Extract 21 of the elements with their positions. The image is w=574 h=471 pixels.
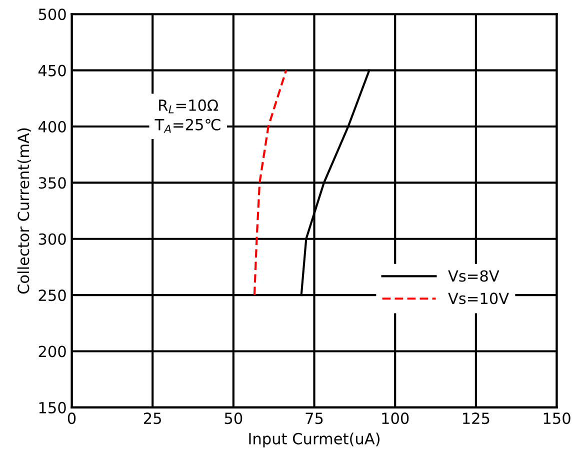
y-tick-label: 150: [39, 402, 66, 414]
legend-label: Vs=8V: [448, 270, 500, 282]
x-axis-title: Input Curmet(uA): [249, 432, 380, 448]
x-tick-label: 75: [306, 412, 323, 424]
x-tick-label: 125: [463, 412, 490, 424]
line-series: [253, 69, 288, 296]
x-tick-label: 50: [224, 412, 242, 424]
x-tick-label: 25: [144, 412, 161, 424]
y-tick-label: 300: [38, 233, 66, 245]
y-axis-title: Collector Current(mA): [17, 128, 32, 294]
y-tick-label: 250: [38, 290, 66, 302]
legend-label: Vs=10V: [448, 292, 509, 304]
x-tick-label: 0: [68, 412, 76, 424]
y-tick-label: 450: [38, 64, 66, 76]
y-tick-label: 500: [38, 8, 66, 20]
x-tick-label: 150: [544, 412, 570, 424]
y-tick-label: 350: [38, 177, 66, 189]
annotation: R$_{L}$=10Ω T$_{A}$=25℃: [154, 99, 220, 133]
y-tick-label: 400: [38, 120, 66, 133]
y-tick-label: 200: [38, 346, 66, 358]
x-tick-label: 100: [382, 412, 409, 424]
